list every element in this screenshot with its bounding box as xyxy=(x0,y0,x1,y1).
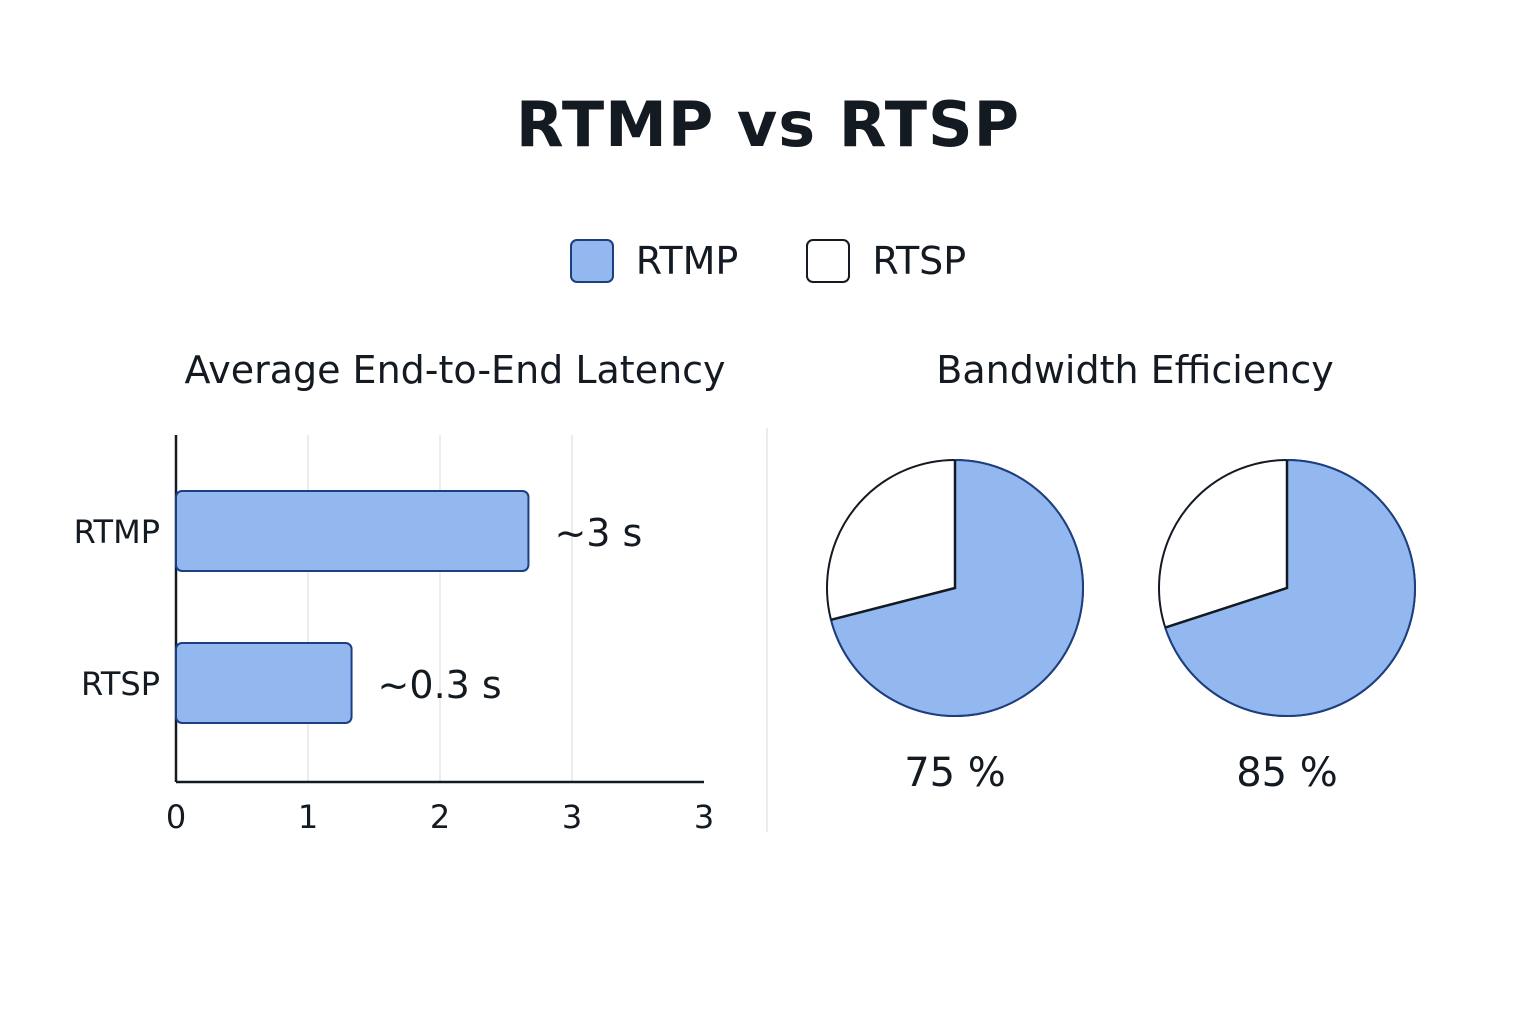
data-label-rtmp: ~3 s xyxy=(554,511,642,555)
x-tick-label: 2 xyxy=(430,798,450,836)
category-label-rtmp: RTMP xyxy=(74,513,160,551)
legend-item-rtsp: RTSP xyxy=(806,239,966,283)
legend-label-rtmp: RTMP xyxy=(635,239,739,283)
chart-title: RTMP vs RTSP xyxy=(515,88,1021,161)
bar-rtsp xyxy=(175,642,353,724)
x-tick-label: 0 xyxy=(166,798,186,836)
pie-0-slice xyxy=(829,458,1084,717)
bar-rtmp xyxy=(175,490,530,572)
data-label-rtsp: ~0.3 s xyxy=(378,663,502,707)
latency-chart-title: Average End-to-End Latency xyxy=(184,348,726,392)
bandwidth-chart-title: Bandwidth Efficiency xyxy=(936,348,1334,392)
legend-swatch-rtsp xyxy=(806,239,851,283)
pie-1-label: 85 % xyxy=(1236,750,1338,796)
x-tick-label: 1 xyxy=(298,798,318,836)
legend: RTMP RTSP xyxy=(0,236,1536,286)
category-label-rtsp: RTSP xyxy=(81,665,160,703)
legend-label-rtsp: RTSP xyxy=(872,239,967,283)
legend-item-rtmp: RTMP xyxy=(569,239,739,283)
pie-0-label: 75 % xyxy=(904,750,1006,796)
pie-1-divider xyxy=(1164,460,1289,629)
pie-1-slice xyxy=(1163,458,1416,717)
x-tick-label: 3 xyxy=(562,798,582,836)
legend-swatch-rtmp xyxy=(569,239,614,283)
x-tick-label: 3 xyxy=(694,798,714,836)
pie-0-divider xyxy=(830,460,957,622)
